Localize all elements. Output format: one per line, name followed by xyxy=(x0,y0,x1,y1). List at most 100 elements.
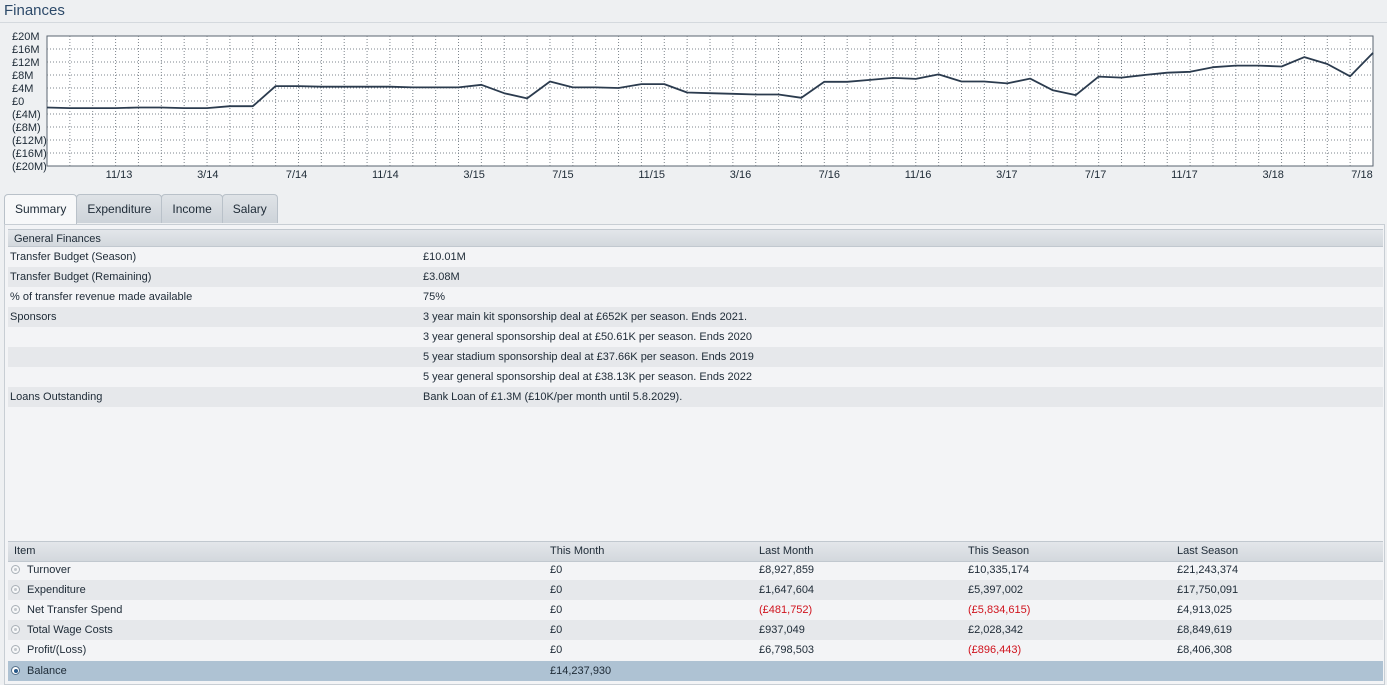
row-radio-icon[interactable] xyxy=(11,645,20,654)
y-tick-label: £4M xyxy=(12,83,33,95)
summary-table-header: Item This Month Last Month This Season L… xyxy=(8,541,1383,562)
gf-label: % of transfer revenue made available xyxy=(10,291,193,303)
gf-value: 5 year stadium sponsorship deal at £37.6… xyxy=(423,351,754,363)
cell-last-month: £1,647,604 xyxy=(759,584,815,596)
cell-this-season: (£896,443) xyxy=(968,644,1022,656)
gf-value: £10.01M xyxy=(423,251,466,263)
tab-salary[interactable]: Salary xyxy=(221,194,278,223)
x-tick-label: 7/14 xyxy=(286,169,307,181)
cell-last-month: (£481,752) xyxy=(759,604,813,616)
row-radio-icon[interactable] xyxy=(11,585,20,594)
tab-expenditure[interactable]: Expenditure xyxy=(76,194,163,223)
table-row-net-transfer-spend[interactable]: Net Transfer Spend £0 (£481,752) (£5,834… xyxy=(8,600,1383,620)
x-tick-label: 11/16 xyxy=(905,169,932,181)
tab-bar: Summary Expenditure Income Salary xyxy=(4,194,278,225)
gf-value: 3 year main kit sponsorship deal at £652… xyxy=(423,311,748,323)
y-tick-label: (£4M) xyxy=(12,109,41,121)
y-tick-label: £0 xyxy=(12,96,24,108)
gf-row-sponsor-4: 5 year general sponsorship deal at £38.1… xyxy=(8,367,1383,387)
x-tick-label: 11/14 xyxy=(372,169,399,181)
cell-item: Profit/(Loss) xyxy=(27,644,87,656)
row-radio-icon[interactable] xyxy=(11,625,20,634)
cell-last-month: £6,798,503 xyxy=(759,644,815,656)
gf-label: Loans Outstanding xyxy=(10,391,103,403)
y-tick-label: (£16M) xyxy=(12,148,47,160)
x-tick-label: 3/16 xyxy=(730,169,751,181)
gf-value: 5 year general sponsorship deal at £38.1… xyxy=(423,371,753,383)
y-tick-label: £20M xyxy=(12,31,40,43)
summary-panel xyxy=(4,224,1385,685)
col-header-item[interactable]: Item xyxy=(14,545,36,557)
y-tick-label: £8M xyxy=(12,70,33,82)
gf-row-loans-outstanding: Loans Outstanding Bank Loan of £1.3M (£1… xyxy=(8,387,1383,407)
table-row-expenditure[interactable]: Expenditure £0 £1,647,604 £5,397,002 £17… xyxy=(8,580,1383,600)
col-header-last-season[interactable]: Last Season xyxy=(1177,545,1239,557)
row-radio-selected-icon[interactable] xyxy=(11,666,20,675)
gf-row-transfer-budget-remaining: Transfer Budget (Remaining) £3.08M xyxy=(8,267,1383,287)
cell-this-month: £0 xyxy=(550,644,563,656)
cell-this-month: £0 xyxy=(550,604,563,616)
col-header-last-month[interactable]: Last Month xyxy=(759,545,814,557)
cell-last-season: £17,750,091 xyxy=(1177,584,1239,596)
cell-item: Expenditure xyxy=(27,584,86,596)
gf-value: 3 year general sponsorship deal at £50.6… xyxy=(423,331,753,343)
cell-this-season: (£5,834,615) xyxy=(968,604,1031,616)
cell-item: Turnover xyxy=(27,564,71,576)
gf-row-sponsor-2: 3 year general sponsorship deal at £50.6… xyxy=(8,327,1383,347)
x-tick-label: 7/18 xyxy=(1351,169,1372,181)
y-tick-label: £12M xyxy=(12,57,40,69)
y-tick-label: £16M xyxy=(12,44,40,56)
cell-this-month: £14,237,930 xyxy=(550,665,612,677)
gf-label: Transfer Budget (Season) xyxy=(10,251,137,263)
cell-this-month: £0 xyxy=(550,584,563,596)
y-tick-label: (£12M) xyxy=(12,135,47,147)
cell-last-season: £21,243,374 xyxy=(1177,564,1239,576)
x-tick-label: 3/14 xyxy=(197,169,218,181)
cell-last-month: £937,049 xyxy=(759,624,805,636)
cell-last-month: £8,927,859 xyxy=(759,564,815,576)
col-header-this-month[interactable]: This Month xyxy=(550,545,605,557)
x-tick-label: 11/15 xyxy=(638,169,665,181)
x-tick-label: 7/17 xyxy=(1085,169,1106,181)
cell-this-month: £0 xyxy=(550,624,563,636)
gf-label: Transfer Budget (Remaining) xyxy=(10,271,152,283)
gf-label: Sponsors xyxy=(10,311,57,323)
gf-row-transfer-budget-season: Transfer Budget (Season) £10.01M xyxy=(8,247,1383,267)
table-row-turnover[interactable]: Turnover £0 £8,927,859 £10,335,174 £21,2… xyxy=(8,560,1383,580)
x-tick-label: 7/16 xyxy=(819,169,840,181)
tab-income[interactable]: Income xyxy=(161,194,223,223)
general-finances-header: General Finances xyxy=(8,229,1383,247)
balance-series-line xyxy=(46,52,1374,109)
page-title: Finances xyxy=(4,2,65,19)
cell-this-season: £10,335,174 xyxy=(968,564,1030,576)
x-tick-label: 11/17 xyxy=(1171,169,1198,181)
row-radio-icon[interactable] xyxy=(11,605,20,614)
gf-value: Bank Loan of £1.3M (£10K/per month until… xyxy=(423,391,683,403)
table-row-total-wage-costs[interactable]: Total Wage Costs £0 £937,049 £2,028,342 … xyxy=(8,620,1383,640)
gf-row-sponsor-3: 5 year stadium sponsorship deal at £37.6… xyxy=(8,347,1383,367)
gf-value: £3.08M xyxy=(423,271,460,283)
table-row-profit-loss[interactable]: Profit/(Loss) £0 £6,798,503 (£896,443) £… xyxy=(8,640,1383,660)
cell-last-season: £8,849,619 xyxy=(1177,624,1233,636)
x-tick-label: 11/13 xyxy=(106,169,133,181)
y-tick-label: (£20M) xyxy=(12,161,47,173)
cell-this-season: £5,397,002 xyxy=(968,584,1024,596)
cell-last-season: £4,913,025 xyxy=(1177,604,1233,616)
x-tick-label: 7/15 xyxy=(552,169,573,181)
tab-summary[interactable]: Summary xyxy=(4,194,78,225)
x-tick-label: 3/15 xyxy=(463,169,484,181)
y-tick-label: (£8M) xyxy=(12,122,41,134)
cell-item: Balance xyxy=(27,665,67,677)
cell-item: Total Wage Costs xyxy=(27,624,113,636)
gf-row-transfer-revenue-available: % of transfer revenue made available 75% xyxy=(8,287,1383,307)
table-row-balance[interactable]: Balance £14,237,930 xyxy=(8,661,1383,681)
col-header-this-season[interactable]: This Season xyxy=(968,545,1030,557)
cell-this-season: £2,028,342 xyxy=(968,624,1024,636)
title-divider xyxy=(0,22,1387,23)
row-radio-icon[interactable] xyxy=(11,565,20,574)
gf-value: 75% xyxy=(423,291,446,303)
gf-row-sponsors: Sponsors 3 year main kit sponsorship dea… xyxy=(8,307,1383,327)
finance-balance-chart: £20M£16M£12M£8M£4M£0(£4M)(£8M)(£12M)(£16… xyxy=(12,31,1374,181)
x-tick-label: 3/17 xyxy=(996,169,1017,181)
x-tick-label: 3/18 xyxy=(1263,169,1284,181)
